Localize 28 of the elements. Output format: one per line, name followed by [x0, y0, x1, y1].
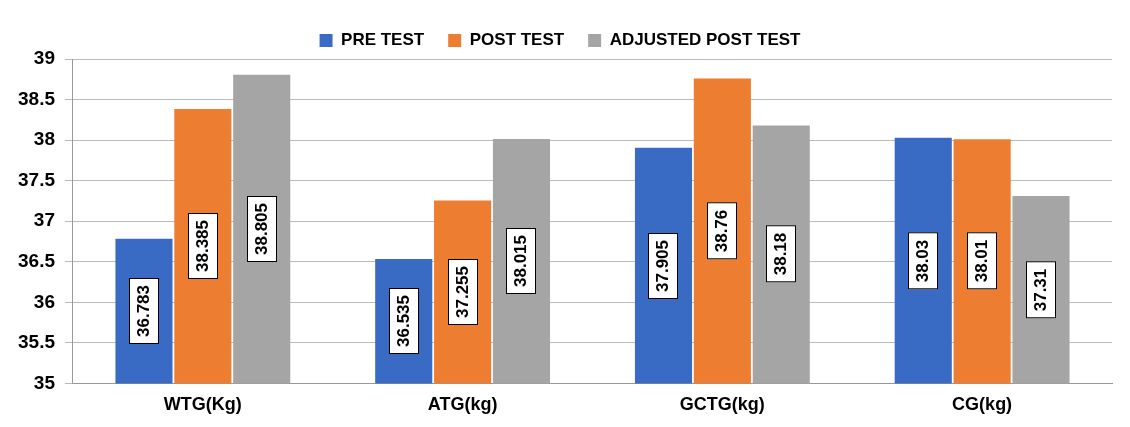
data-label: 38.015: [506, 228, 537, 295]
data-label: 36.535: [388, 288, 419, 355]
y-tick-label: 37: [33, 209, 55, 231]
data-label: 38.76: [707, 202, 738, 260]
x-tick-label: GCTG(kg): [679, 394, 765, 415]
data-label: 37.255: [447, 258, 478, 325]
data-label: 37.905: [648, 232, 679, 299]
data-label: 38.03: [908, 232, 939, 289]
y-tick-label: 38.5: [18, 87, 56, 109]
y-tick-label: 37.5: [18, 168, 56, 190]
y-tick-label: 35.5: [18, 331, 56, 353]
legend-label: ADJUSTED POST TEST: [609, 30, 802, 50]
y-tick-label: 36.5: [18, 249, 56, 271]
data-label: 38.385: [187, 213, 218, 280]
data-label: 38.18: [766, 226, 797, 283]
data-label: 38.805: [246, 196, 277, 263]
legend-label: PRE TEST: [341, 30, 425, 50]
x-tick-label: WTG(Kg): [163, 394, 242, 415]
y-tick-label: 38: [33, 128, 55, 150]
x-tick-label: ATG(kg): [427, 394, 498, 415]
y-tick-label: 36: [33, 290, 55, 312]
data-label: 37.31: [1026, 261, 1056, 318]
y-tick-label: 39: [33, 47, 55, 69]
legend-label: POST TEST: [469, 30, 565, 50]
y-tick-label: 35: [33, 371, 56, 393]
x-tick-label: CG(kg): [952, 394, 1013, 415]
data-label: 36.783: [128, 278, 159, 345]
data-label: 38.01: [967, 233, 998, 290]
